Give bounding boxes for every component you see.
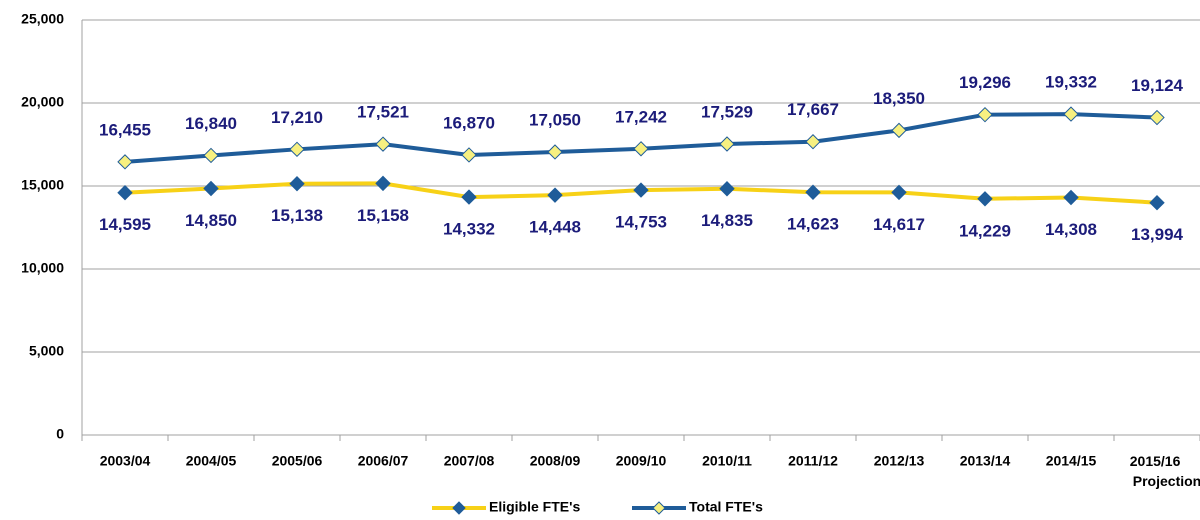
data-label: 17,242	[615, 107, 667, 126]
legend-marker	[452, 501, 466, 515]
data-label: 14,850	[185, 211, 237, 230]
marker	[547, 187, 563, 203]
data-label: 14,332	[443, 220, 495, 239]
x-tick-label: 2009/10	[616, 453, 667, 469]
data-label: 19,332	[1045, 73, 1097, 92]
marker	[977, 106, 993, 123]
marker	[289, 176, 305, 192]
marker	[203, 147, 219, 164]
x-tick-label: 2011/12	[788, 453, 838, 469]
marker	[977, 191, 993, 207]
data-label: 17,529	[701, 103, 753, 122]
marker	[719, 181, 735, 197]
marker	[117, 154, 133, 170]
data-label: 14,229	[959, 221, 1011, 240]
x-tick-label: 2012/13	[874, 453, 925, 469]
data-label: 16,455	[99, 120, 151, 139]
legend-label: Eligible FTE's	[489, 499, 580, 515]
x-tick-label: 2013/14	[960, 453, 1011, 469]
data-label: 17,521	[357, 103, 409, 122]
x-tick-label: 2006/07	[358, 453, 409, 469]
legend-label: Total FTE's	[689, 499, 763, 515]
x-tick-label: 2014/15	[1046, 453, 1097, 469]
x-tick-label: 2010/11	[702, 453, 752, 469]
marker	[719, 136, 735, 152]
data-label: 14,623	[787, 215, 839, 234]
data-label: 14,308	[1045, 220, 1097, 239]
y-tick-label: 25,000	[21, 11, 64, 27]
marker	[375, 136, 391, 152]
marker	[1063, 189, 1079, 206]
data-label: 16,870	[443, 113, 495, 132]
x-tick-label: 2005/06	[272, 453, 323, 469]
marker	[891, 122, 907, 139]
data-label: 14,448	[529, 218, 581, 237]
data-label: 16,840	[185, 114, 237, 133]
marker	[805, 134, 821, 150]
marker	[375, 175, 391, 192]
marker	[633, 182, 649, 198]
marker	[1149, 194, 1165, 211]
data-label: 17,667	[787, 100, 839, 119]
data-label: 14,617	[873, 215, 925, 234]
x-tick-label: 2015/16 Projection	[1130, 453, 1200, 489]
marker	[117, 185, 133, 201]
data-label: 17,210	[271, 108, 323, 127]
marker	[805, 184, 821, 200]
marker	[633, 141, 649, 157]
x-tick-label: 2003/04	[100, 453, 151, 469]
marker	[203, 180, 219, 197]
data-label: 15,138	[271, 206, 323, 225]
data-label: 14,595	[99, 215, 151, 234]
data-label: 19,296	[959, 73, 1011, 92]
x-tick-label: 2004/05	[186, 453, 237, 469]
data-label: 14,835	[701, 211, 753, 230]
legend-marker	[652, 501, 666, 515]
x-tick-label: 2007/08	[444, 453, 495, 469]
y-tick-label: 5,000	[29, 343, 64, 359]
data-label: 14,753	[615, 213, 667, 232]
data-label: 15,158	[357, 206, 409, 225]
data-label: 19,124	[1131, 76, 1184, 95]
x-tick-label: 2008/09	[530, 453, 581, 469]
y-tick-label: 20,000	[21, 94, 64, 110]
marker	[891, 184, 907, 201]
marker	[461, 189, 477, 205]
data-label: 13,994	[1131, 225, 1184, 244]
y-tick-label: 15,000	[21, 177, 64, 193]
y-tick-label: 0	[56, 426, 64, 442]
marker	[289, 141, 305, 158]
y-tick-label: 10,000	[21, 260, 64, 276]
data-label: 18,350	[873, 89, 925, 108]
marker	[1149, 109, 1165, 126]
data-label: 17,050	[529, 110, 581, 129]
marker	[461, 147, 477, 163]
marker	[1063, 106, 1079, 122]
marker	[547, 144, 563, 160]
